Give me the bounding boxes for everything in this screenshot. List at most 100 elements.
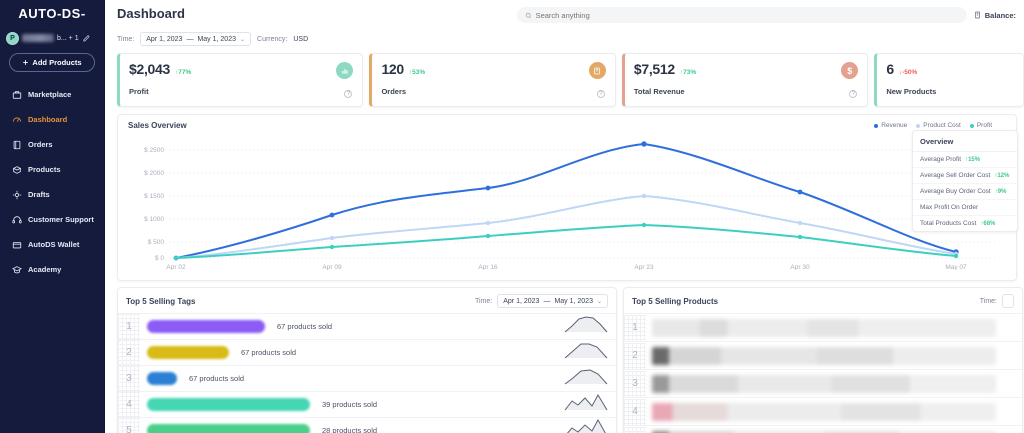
sidebar-item-customer-support[interactable]: Customer Support	[0, 207, 104, 232]
products-date-range-picker[interactable]	[1002, 294, 1014, 308]
sidebar-label: Dashboard	[28, 115, 68, 124]
page-title: Dashboard	[117, 6, 185, 21]
sidebar-item-drafts[interactable]: Drafts	[0, 182, 104, 207]
table-row[interactable]: 1	[624, 313, 1022, 341]
sidebar-item-dashboard[interactable]: Dashboard	[0, 107, 104, 132]
overview-label: Max Profit On Order	[920, 204, 979, 211]
table-row[interactable]: 3 67 products sold	[118, 365, 616, 392]
currency-value: USD	[293, 35, 309, 43]
plus-icon	[23, 60, 29, 65]
overview-label: Average Profit	[920, 156, 962, 163]
sidebar-item-autods-wallet[interactable]: AutoDS Wallet	[0, 232, 104, 257]
app-logo[interactable]: AUTO-DS-	[0, 0, 104, 27]
bar-chart-icon	[336, 62, 354, 79]
sales-line-chart: $ 2500 $ 2000 $ 1500 $ 1000 $ 500 $ 0 Ap…	[118, 130, 1018, 271]
kpi-label: New Products	[886, 87, 937, 96]
info-icon[interactable]: ?	[849, 90, 858, 98]
table-row[interactable]: 5 28 products sold	[118, 417, 616, 433]
rank-cell: 5	[118, 417, 140, 433]
kpi-card-new-products[interactable]: 6 ↓-50% New Products	[874, 53, 1024, 107]
dollar-icon: $	[841, 62, 859, 79]
legend-item-profit[interactable]: Profit	[969, 122, 992, 129]
sidebar-item-products[interactable]: Products	[0, 157, 104, 182]
top-selling-products-panel: Top 5 Selling Products Time: 1 2 3	[623, 287, 1023, 433]
user-account-row[interactable]: P b... + 1	[0, 27, 104, 51]
tags-date-range-picker[interactable]: Apr 1, 2023 — May 1, 2023 ⌄	[497, 294, 608, 308]
table-row[interactable]: 1 67 products sold	[118, 313, 616, 340]
sales-overview-header: Sales Overview Revenue Product Cost Prof…	[118, 121, 1016, 130]
sparkline	[564, 366, 608, 391]
kpi-delta: ↓-50%	[898, 69, 918, 76]
kpi-value: $7,512	[633, 61, 675, 77]
add-products-button[interactable]: Add Products	[9, 53, 95, 72]
overview-title: Overview	[913, 131, 1017, 152]
kpi-value: 6	[886, 61, 894, 77]
overview-value: ↑68%	[980, 220, 996, 227]
chevron-down-icon[interactable]: ⌄	[596, 298, 602, 305]
table-row[interactable]: 4	[624, 397, 1022, 425]
kpi-card-profit[interactable]: $2,043 ↑77% Profit ?	[117, 53, 364, 107]
tag-pill-redacted	[147, 372, 177, 385]
drafts-icon	[11, 189, 22, 200]
top-selling-tags-panel: Top 5 Selling Tags Time: Apr 1, 2023 — M…	[117, 287, 617, 433]
search-icon	[525, 12, 531, 18]
main-content: Dashboard Balance: Time: Apr 1, 2023 — M…	[105, 0, 1024, 433]
table-row[interactable]: 3	[624, 369, 1022, 397]
table-row[interactable]: 4 39 products sold	[118, 391, 616, 418]
kpi-cards: $2,043 ↑77% Profit ? 120 ↑53% Orders ?	[105, 47, 1024, 107]
kpi-label: Total Revenue	[633, 87, 685, 96]
table-row[interactable]: 2 67 products sold	[118, 339, 616, 366]
date-separator: —	[186, 35, 194, 43]
rank-cell: 2	[624, 342, 646, 369]
legend-item-revenue[interactable]: Revenue	[874, 122, 907, 129]
products-sold-label: 39 products sold	[322, 400, 378, 409]
overview-label: Average Sell Order Cost	[920, 172, 991, 179]
table-row[interactable]: 5	[624, 425, 1022, 433]
search-input[interactable]	[516, 7, 967, 23]
tags-panel-header: Top 5 Selling Tags Time: Apr 1, 2023 — M…	[118, 288, 616, 313]
rank-cell: 2	[118, 339, 140, 366]
sidebar-item-orders[interactable]: Orders	[0, 132, 104, 157]
balance-icon	[974, 11, 980, 19]
svg-text:Apr 09: Apr 09	[322, 264, 342, 270]
products-sold-label: 67 products sold	[189, 374, 245, 383]
search-field[interactable]	[535, 10, 959, 20]
products-sold-label: 67 products sold	[277, 322, 333, 331]
products-time-filter: Time:	[980, 294, 1014, 308]
svg-text:$ 1000: $ 1000	[144, 216, 164, 223]
time-label: Time:	[117, 35, 135, 43]
dashboard-icon	[11, 114, 22, 125]
kpi-value: 120	[381, 61, 404, 77]
kpi-card-orders[interactable]: 120 ↑53% Orders ?	[369, 53, 616, 107]
support-icon	[11, 214, 22, 225]
sidebar-item-academy[interactable]: Academy	[0, 257, 104, 282]
chevron-down-icon[interactable]: ⌄	[239, 36, 246, 43]
sidebar-item-marketplace[interactable]: Marketplace	[0, 82, 104, 107]
info-icon[interactable]: ?	[344, 90, 353, 98]
table-row[interactable]: 2	[624, 341, 1022, 369]
legend-label: Revenue	[881, 122, 908, 129]
sparkline	[564, 314, 608, 339]
tag-pill-redacted	[147, 320, 265, 333]
academy-icon	[11, 264, 22, 275]
sparkline	[564, 418, 608, 433]
date-range-picker[interactable]: Apr 1, 2023 — May 1, 2023 ⌄	[140, 32, 252, 46]
kpi-card-total-revenue[interactable]: $7,512 ↑73% Total Revenue $ ?	[621, 53, 869, 107]
sidebar-label: Drafts	[28, 190, 50, 199]
rank-cell: 4	[624, 398, 646, 425]
svg-text:Apr 02: Apr 02	[166, 264, 186, 270]
info-icon[interactable]: ?	[596, 90, 605, 98]
kpi-label: Orders	[381, 87, 407, 96]
rank-cell: 1	[118, 313, 140, 340]
balance-indicator[interactable]: Balance:	[974, 11, 1016, 20]
date-end: May 1, 2023	[197, 35, 236, 43]
legend-item-product-cost[interactable]: Product Cost	[916, 122, 961, 129]
user-account-count: b... + 1	[57, 34, 79, 42]
sidebar-nav: Marketplace Dashboard Orders Products	[0, 82, 104, 282]
pencil-icon[interactable]	[83, 34, 90, 42]
products-sold-label: 67 products sold	[241, 348, 297, 357]
sidebar-label: Orders	[28, 140, 53, 149]
product-row-redacted	[652, 402, 996, 421]
sidebar: AUTO-DS- P b... + 1 Add Products Marketp…	[0, 0, 105, 433]
filter-bar: Time: Apr 1, 2023 — May 1, 2023 ⌄ Curren…	[105, 27, 1024, 47]
